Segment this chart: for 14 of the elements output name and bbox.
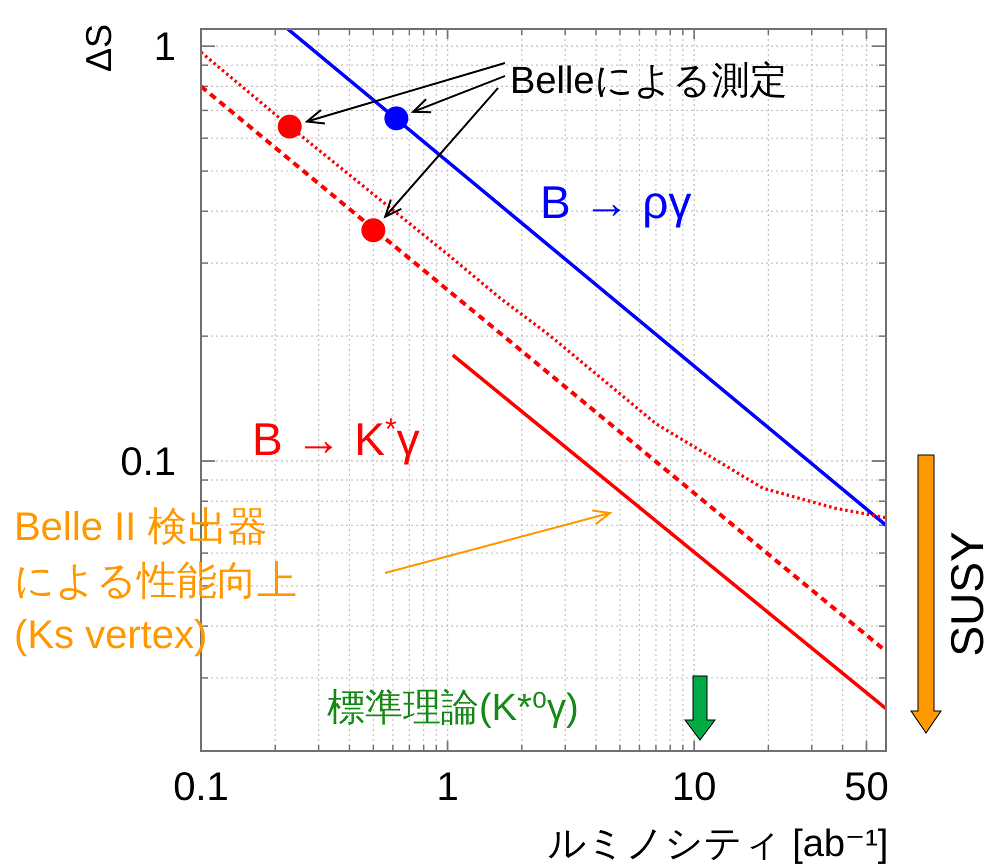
x-tick-label: 10 — [672, 765, 716, 809]
annotation: 標準理論(K*⁰γ) — [327, 687, 579, 729]
annotation: Belleによる測定 — [510, 60, 788, 102]
annotation: Belle II 検出器 — [14, 505, 268, 549]
y-axis-title: ΔS — [78, 24, 119, 72]
x-tick-label: 0.1 — [173, 765, 229, 809]
series-label: B → ργ — [540, 176, 692, 228]
annotation: による性能向上 — [14, 559, 297, 603]
x-tick-label: 1 — [436, 765, 459, 809]
text: SUSY — [941, 531, 992, 657]
x-axis-title: ルミノシティ [ab⁻¹] — [548, 823, 888, 865]
annotation: (Ks vertex) — [14, 613, 208, 657]
x-tick-label: 50 — [844, 765, 889, 809]
series-label: B → K$^{*}$γ — [252, 412, 420, 465]
